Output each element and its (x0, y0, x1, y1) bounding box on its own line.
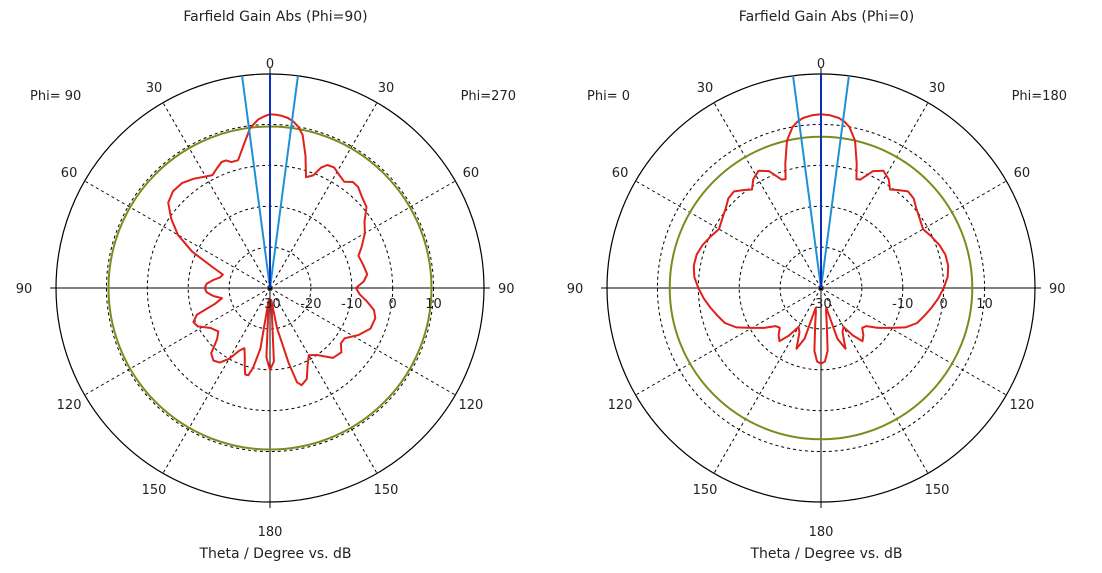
radial-tick-label: 10 (976, 297, 993, 312)
angle-tick-label: 30 (378, 81, 395, 96)
angle-tick-label: 180 (809, 525, 834, 540)
angle-tick-label: 90 (1049, 282, 1066, 297)
angle-tick-label: 120 (608, 398, 633, 413)
radial-tick-label: -10 (341, 297, 362, 312)
radial-tick-label: -20 (300, 297, 321, 312)
angle-tick-label: 150 (693, 483, 718, 498)
radial-tick-label: -30 (259, 297, 280, 312)
grid-spoke (269, 287, 378, 474)
angle-tick-label: 30 (929, 81, 946, 96)
angle-tick-label: 30 (146, 81, 163, 96)
x-axis-label: Theta / Degree vs. dB (750, 546, 903, 562)
radial-tick-label: 10 (425, 297, 442, 312)
angle-tick-label: 30 (697, 81, 714, 96)
grid-spoke (635, 287, 822, 396)
angle-tick-label: 120 (459, 398, 484, 413)
phi-left-label: Phi= 0 (587, 89, 630, 104)
chart-title: Farfield Gain Abs (Phi=0) (738, 9, 915, 25)
grid-spoke (162, 102, 271, 289)
angle-tick-label: 60 (1014, 166, 1031, 181)
grid-spoke (162, 287, 271, 474)
right-polar-plot: 0 180 90 90 30 30 60 60 120 120 150 150 -30 -10 0 10 Phi… (567, 57, 1067, 540)
angle-tick-label: 60 (463, 166, 480, 181)
angle-tick-label: 60 (612, 166, 629, 181)
phi-right-label: Phi=180 (1012, 89, 1067, 104)
chart-title: Farfield Gain Abs (Phi=90) (183, 9, 368, 25)
grid-spoke (820, 287, 929, 474)
gain-pattern-curve (692, 113, 950, 365)
beam-edge-line (792, 75, 822, 289)
beam-edge-line (820, 75, 850, 289)
right-polar-chart: Farfield Gain Abs (Phi=0) 0 180 90 90 30 30 60… (551, 0, 1102, 573)
angle-tick-label: 90 (498, 282, 515, 297)
angle-tick-label: 180 (258, 525, 283, 540)
radial-tick-label: -10 (892, 297, 913, 312)
angle-tick-label: 90 (567, 282, 584, 297)
grid-spoke (713, 287, 822, 474)
left-polar-chart: Farfield Gain Abs (Phi=90) 0 180 90 90 30 30 6… (16, 9, 516, 562)
radial-tick-label: -30 (810, 297, 831, 312)
angle-tick-label: 150 (374, 483, 399, 498)
beam-edge-line (241, 75, 271, 289)
angle-tick-label: 60 (61, 166, 78, 181)
radial-tick-label: 0 (389, 297, 397, 312)
angle-tick-label: 90 (16, 282, 33, 297)
angle-tick-label: 150 (142, 483, 167, 498)
x-axis-label: Theta / Degree vs. dB (199, 546, 352, 562)
radial-tick-label: 0 (940, 297, 948, 312)
phi-left-label: Phi= 90 (30, 89, 81, 104)
angle-tick-label: 150 (925, 483, 950, 498)
gain-pattern-curve (167, 113, 377, 387)
phi-right-label: Phi=270 (461, 89, 516, 104)
angle-tick-label: 0 (817, 57, 825, 72)
left-polar-plot: 0 180 90 90 30 30 60 60 120 120 150 150 -30 -20 -10 0 10… (16, 57, 516, 540)
angle-tick-label: 120 (57, 398, 82, 413)
grid-spoke (84, 287, 271, 396)
angle-tick-label: 120 (1010, 398, 1035, 413)
beam-edge-line (269, 75, 299, 289)
angle-tick-label: 0 (266, 57, 274, 72)
